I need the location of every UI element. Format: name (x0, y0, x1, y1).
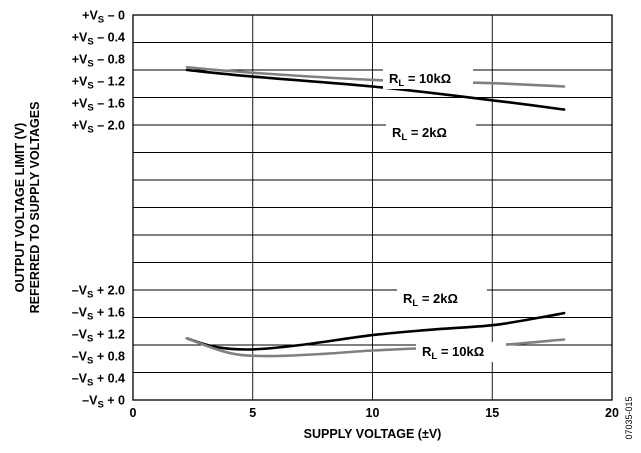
series-line-lower-rl-10k (185, 337, 566, 358)
y-tick-label: –VS + 2.0 (72, 284, 125, 301)
y-axis-title-line-2: REFERRED TO SUPPLY VOLTAGES (28, 102, 42, 314)
plot-frame (132, 14, 613, 401)
x-tick-labels: 0 5 10 15 20 (130, 406, 619, 420)
y-tick-label: –VS + 0.4 (72, 372, 125, 389)
y-axis-title-line-1: OUTPUT VOLTAGE LIMIT (V) (13, 123, 27, 293)
y-tick-label: +VS – 0.4 (72, 31, 125, 48)
x-tick-label: 15 (485, 406, 499, 420)
y-tick-label: –VS + 0.8 (72, 350, 125, 367)
series-label: RL = 10kΩ (389, 71, 451, 89)
y-tick-label: +VS – 0 (82, 9, 125, 26)
y-tick-label: –VS + 0 (82, 394, 125, 411)
series-line-upper-rl-2k (185, 68, 566, 111)
grid (133, 15, 612, 400)
series-label-bg (416, 342, 506, 362)
y-tick-labels: +VS – 0 +VS – 0.4 +VS – 0.8 +VS – 1.2 +VS – … (72, 9, 125, 411)
x-tick-label: 20 (605, 406, 619, 420)
x-tick-label: 0 (130, 406, 137, 420)
x-axis-title: SUPPLY VOLTAGE (±V) (304, 427, 442, 441)
x-tick-label: 5 (249, 406, 256, 420)
y-tick-label: +VS – 0.8 (72, 53, 125, 70)
series-label: RL = 10kΩ (422, 344, 484, 362)
series-layer (185, 66, 566, 358)
figure-id: 07035-015 (624, 396, 634, 439)
y-tick-label: +VS – 1.2 (72, 75, 125, 92)
legend-labels: RL = 10kΩ RL = 2kΩ RL = 2kΩ RL = 10kΩ (383, 69, 506, 362)
y-tick-label: +VS – 1.6 (72, 97, 125, 114)
y-tick-label: +VS – 2.0 (72, 119, 125, 136)
series-line-upper-rl-10k (185, 66, 566, 88)
y-tick-label: –VS + 1.6 (72, 306, 125, 323)
y-tick-label: –VS + 1.2 (72, 328, 125, 345)
series-label: RL = 2kΩ (392, 125, 447, 143)
series-line-lower-rl-2k (185, 311, 566, 351)
series-label-bg (383, 69, 473, 89)
series-label: RL = 2kΩ (403, 291, 458, 309)
series-label-bg (397, 289, 487, 309)
x-tick-label: 10 (366, 406, 380, 420)
series-label-bg (386, 123, 476, 143)
